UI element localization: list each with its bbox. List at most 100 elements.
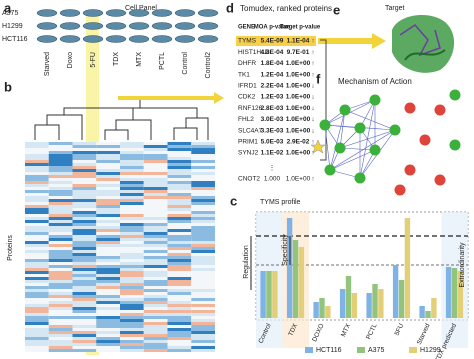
node (319, 119, 331, 131)
heatmap-cell (25, 166, 49, 169)
table-cell: RNF126 (238, 105, 263, 112)
heatmap-cell (143, 214, 168, 217)
heatmap-cell (143, 238, 168, 241)
heatmap-cell (96, 175, 120, 178)
heatmap-cell (143, 166, 168, 169)
heatmap-cell (143, 310, 168, 313)
heatmap-cell (120, 241, 144, 244)
bar (339, 289, 346, 318)
heatmap-cell (96, 214, 120, 217)
panel-label: e (333, 2, 340, 17)
heatmap-cell (143, 169, 168, 172)
edge (339, 129, 396, 149)
heatmap-cell (72, 247, 97, 250)
heatmap-cell (120, 208, 144, 211)
heatmap-cell (96, 151, 120, 154)
heatmap-cell (96, 307, 120, 310)
heatmap-cell (48, 208, 73, 211)
x-tick-label: DOXO (311, 323, 325, 343)
heatmap-cell (143, 211, 168, 214)
bar (313, 302, 319, 318)
panel-title: Cell Panel (125, 5, 157, 12)
heatmap-cell (143, 334, 168, 337)
heatmap-cell (167, 241, 192, 244)
table-cell: 1.2E-03 (261, 94, 284, 101)
heatmap-cell (120, 316, 144, 319)
panel-e: e Target (333, 2, 455, 73)
heatmap-cell (143, 154, 168, 157)
edge (329, 129, 396, 171)
heatmap-cell (120, 313, 144, 316)
heatmap-cell (25, 232, 49, 235)
sample-well (128, 35, 150, 43)
heatmap-cell (191, 307, 215, 310)
heatmap-cell (25, 199, 49, 202)
heatmap-cell (25, 238, 49, 241)
heatmap-cell (120, 217, 144, 220)
table-cell: 1.8E-04 (261, 60, 284, 67)
heatmap-cell (48, 259, 73, 262)
heatmap-cell (48, 178, 73, 181)
heatmap-cell (25, 277, 49, 280)
heatmap-cell (191, 154, 215, 157)
heatmap-cell (120, 214, 144, 217)
heatmap-cell (48, 313, 73, 316)
ligand (399, 24, 441, 57)
ellipsis: ⋮ (269, 165, 276, 172)
heatmap-cell (191, 181, 215, 184)
protein-structure (392, 15, 455, 73)
heatmap-cell (96, 190, 120, 193)
heatmap-cell (72, 220, 97, 223)
heatmap-cell (120, 211, 144, 214)
heatmap-cell (191, 328, 215, 331)
condition-label: MTX (136, 52, 143, 67)
heatmap-cell (167, 220, 192, 223)
heatmap-cell (96, 316, 120, 319)
panel-label: b (4, 79, 12, 94)
heatmap-cell (120, 295, 144, 298)
heatmap-cell (143, 262, 168, 265)
heatmap-cell (96, 259, 120, 262)
heatmap-cell (191, 190, 215, 193)
heatmap-cell (120, 289, 144, 292)
heatmap-cell (25, 205, 49, 208)
heatmap-cell (48, 343, 73, 346)
heatmap-cell (167, 307, 192, 310)
heatmap-cell (25, 307, 49, 310)
heatmap-cell (96, 160, 120, 163)
heatmap-cell (48, 310, 73, 313)
node (434, 104, 446, 116)
heatmap-cell (191, 196, 215, 199)
heatmap-cell (48, 148, 73, 151)
cell-line: H1299 (2, 23, 23, 30)
heatmap-cell (167, 148, 192, 151)
heatmap-cell (143, 280, 168, 283)
node (394, 184, 406, 196)
heatmap-cell (96, 286, 120, 289)
bar (272, 271, 278, 318)
heatmap-cell (96, 241, 120, 244)
heatmap-cell (191, 148, 215, 151)
heatmap-cell (72, 166, 97, 169)
heatmap-cell (167, 160, 192, 163)
heatmap-cell (48, 172, 73, 175)
heatmap-cell (25, 292, 49, 295)
star (310, 139, 326, 154)
heatmap-cell (120, 340, 144, 343)
node (404, 164, 416, 176)
heatmap-cell (143, 289, 168, 292)
bar (445, 267, 452, 318)
heatmap-cell (143, 175, 168, 178)
panel-label: c (230, 193, 237, 208)
node (389, 124, 401, 136)
heatmap-cell (96, 274, 120, 277)
heatmap-cell (120, 235, 144, 238)
heatmap-cell (96, 223, 120, 226)
bar (425, 311, 431, 318)
heatmap-cell (48, 325, 73, 328)
heatmap-cell (96, 220, 120, 223)
node (434, 174, 446, 186)
heatmap-cell (167, 343, 192, 346)
heatmap-cell (48, 283, 73, 286)
